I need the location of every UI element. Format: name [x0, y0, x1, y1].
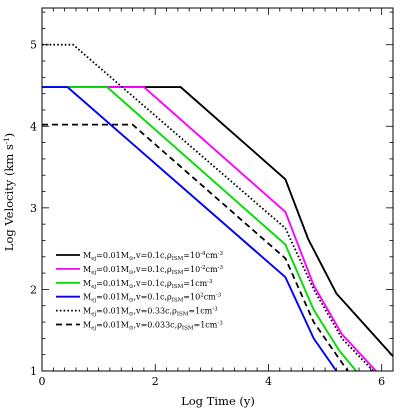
y-axis-title: Log Velocity (km s-1)	[2, 133, 16, 251]
y-tick-label: 3	[30, 202, 37, 215]
x-tick-label: 2	[152, 375, 159, 388]
series-line-2	[42, 86, 377, 371]
legend-label-4: Mej=0.01M⊙,v=0.1c,ρISM=102cm-3	[83, 293, 222, 304]
legend-label-3: Mej=0.01M⊙,v=0.1c,ρISM=1cm-3	[83, 279, 213, 290]
legend: Mej=0.01M⊙,v=0.1c,ρISM=10-4cm-3 Mej=0.01M…	[56, 251, 223, 332]
x-tick-label: 4	[265, 375, 272, 388]
axis-tick-labels: 0 2 4 6 1 2 3 4 5	[30, 39, 385, 388]
series-line-6	[42, 123, 349, 371]
legend-label-2: Mej=0.01M⊙,v=0.1c,ρISM=10-2cm-3	[83, 265, 223, 276]
legend-label-5: Mej=0.01M⊙,v=0.33c,ρISM=1cm-3	[83, 307, 218, 318]
series-lines	[42, 43, 393, 371]
y-tick-label: 4	[30, 120, 37, 133]
y-tick-label: 1	[30, 365, 37, 378]
plot-frame	[41, 7, 394, 372]
y-tick-label: 2	[30, 283, 37, 296]
y-tick-label: 5	[30, 39, 37, 52]
axis-ticks	[41, 8, 394, 372]
x-tick-label: 6	[378, 375, 385, 388]
legend-label-6: Mej=0.01M⊙,v=0.033c,ρISM=1cm-3	[83, 321, 223, 332]
x-tick-label: 0	[39, 375, 46, 388]
legend-label-1: Mej=0.01M⊙,v=0.1c,ρISM=10-4cm-3	[83, 251, 223, 262]
x-axis-title: Log Time (y)	[181, 394, 255, 408]
series-line-4	[42, 86, 338, 371]
series-line-3	[42, 86, 357, 371]
series-line-1	[42, 86, 393, 357]
